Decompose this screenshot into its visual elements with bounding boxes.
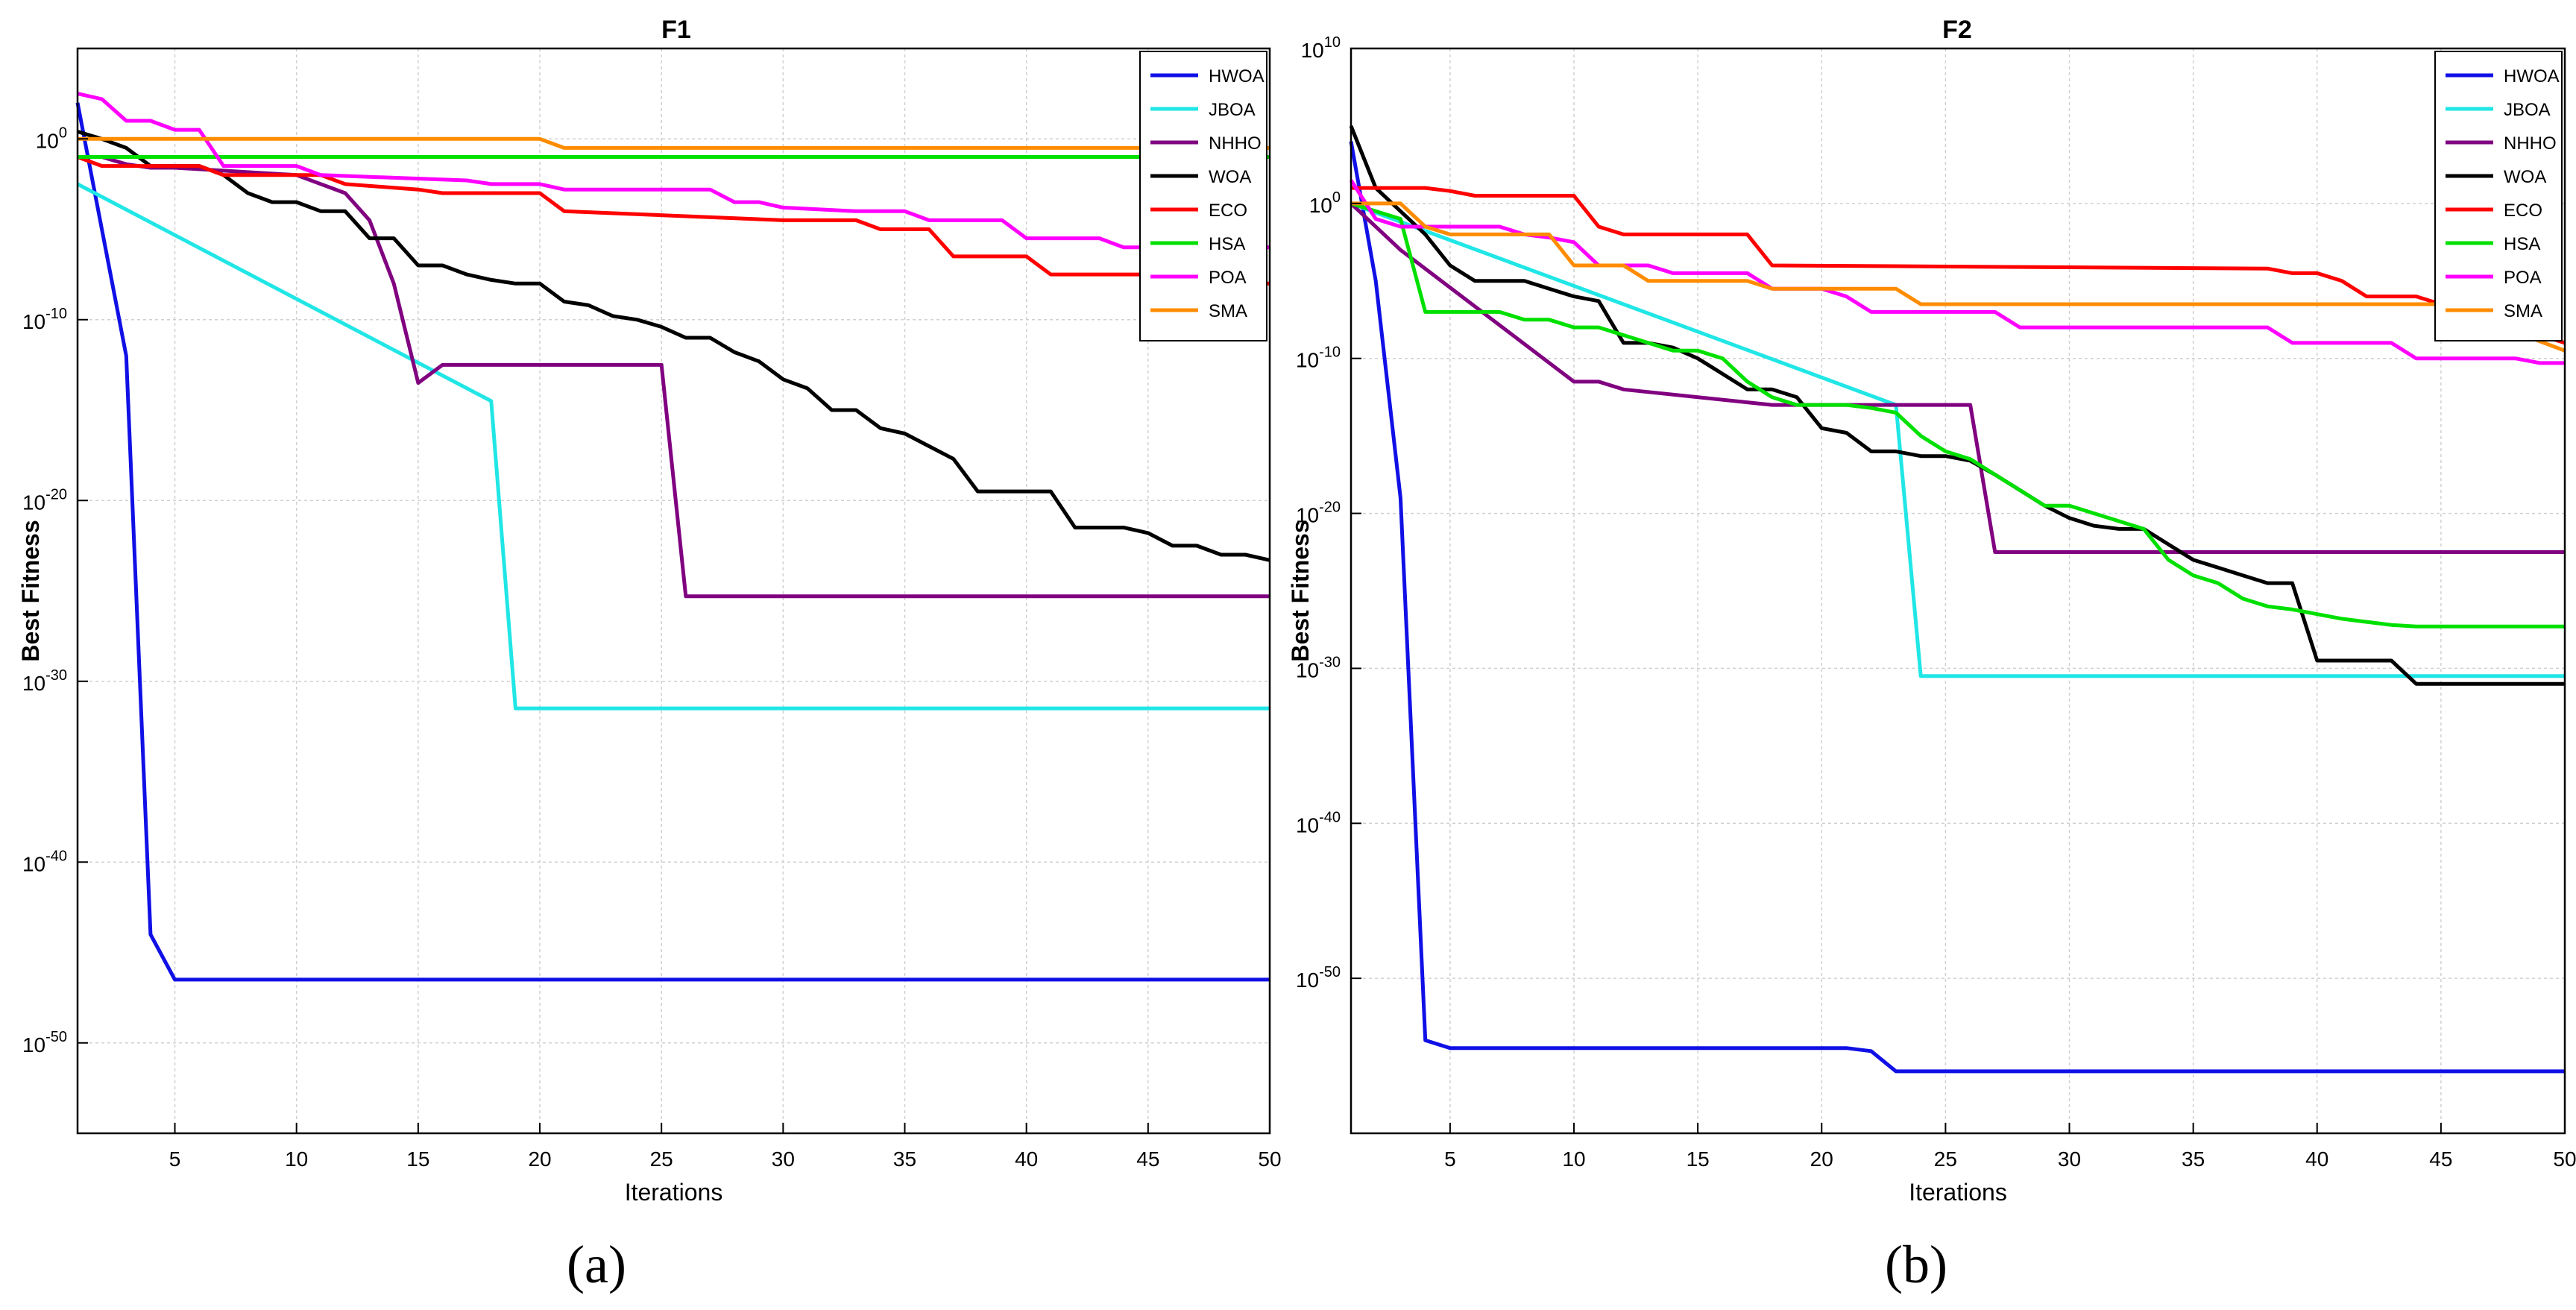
series-line-woa (1349, 125, 2565, 686)
x-tick-label: 35 (893, 1147, 916, 1171)
axes-box (1350, 47, 2566, 1135)
legend-label-eco: ECO (1209, 201, 1247, 221)
y-tick-label: 100 (36, 125, 67, 152)
x-tick-label: 15 (406, 1147, 429, 1171)
x-tick-label: 5 (1444, 1147, 1456, 1171)
series-line-jboa (1350, 201, 2565, 678)
x-tick-label: 10 (1562, 1147, 1585, 1171)
y-tick-label: 10-50 (1296, 964, 1341, 992)
caption-a: (a) (567, 1235, 626, 1294)
series-line-hsa (1350, 201, 2565, 629)
legend: HWOA JBOA NHHO WOA ECO HSA POA SMA (2434, 51, 2563, 341)
series-line-hwoa (1349, 141, 2565, 1074)
axes-box (76, 47, 1271, 1135)
legend: HWOA JBOA NHHO WOA ECO HSA POA SMA (1139, 51, 1267, 341)
x-tick-label: 50 (2553, 1147, 2576, 1171)
x-tick-label: 25 (650, 1147, 673, 1171)
x-tick-label: 35 (2182, 1147, 2205, 1171)
legend-label-hwoa: HWOA (1209, 66, 1265, 86)
series-line-woa (77, 130, 1270, 562)
series-line-eco (1351, 186, 2566, 345)
chart-title: F2 (1942, 16, 1972, 44)
y-tick-label: 10-20 (22, 486, 67, 514)
chart-panel-2: 5 10 15 20 25 30 35 40 45 50 1010 100 10-10 10-20 10-3… (1287, 16, 2576, 1206)
y-tick-label: 10-10 (1296, 344, 1341, 372)
series-line-jboa (76, 182, 1270, 711)
legend-label-woa: WOA (1209, 167, 1251, 187)
legend-label-jboa: JBOA (2504, 100, 2551, 120)
x-tick-label: 40 (1015, 1147, 1038, 1171)
y-axis-label: Best Fitness (17, 520, 44, 661)
legend-label-sma: SMA (2504, 301, 2542, 321)
x-tick-label: 25 (1934, 1147, 1957, 1171)
plot-area (1351, 48, 2565, 1133)
x-tick-label: 20 (528, 1147, 551, 1171)
legend-label-jboa: JBOA (1209, 100, 1256, 120)
legend-label-nhho: NHHO (2504, 133, 2557, 154)
legend-label-hsa: HSA (2504, 234, 2540, 254)
plot-area (78, 48, 1270, 1133)
series-line-nhho (1350, 202, 2565, 554)
series-line-sma (1351, 201, 2566, 353)
legend-label-sma: SMA (1209, 301, 1247, 321)
x-tick-label: 5 (169, 1147, 181, 1171)
x-tick-label: 45 (2429, 1147, 2452, 1171)
x-tick-label: 30 (772, 1147, 795, 1171)
legend-label-hsa: HSA (1209, 234, 1245, 254)
x-tick-label: 20 (1810, 1147, 1833, 1171)
chart-panel-1: 5 10 15 20 25 30 35 40 45 50 100 10-10 10-20 10-30 10-… (17, 16, 1282, 1206)
y-tick-label: 100 (1309, 189, 1341, 217)
y-tick-label: 10-40 (22, 848, 67, 875)
legend-label-nhho: NHHO (1209, 133, 1262, 154)
legend-label-woa: WOA (2504, 167, 2546, 187)
y-tick-label: 10-10 (22, 306, 67, 333)
legend-label-eco: ECO (2504, 201, 2542, 221)
y-axis-label: Best Fitness (1287, 520, 1314, 661)
x-tick-label: 30 (2058, 1147, 2081, 1171)
caption-b: (b) (1885, 1235, 1947, 1294)
legend-label-poa: POA (2504, 268, 2542, 288)
chart-title: F1 (661, 16, 691, 44)
legend-box (1139, 51, 1267, 341)
x-tick-label: 45 (1136, 1147, 1159, 1171)
y-tick-label: 10-50 (22, 1029, 67, 1056)
legend-label-hwoa: HWOA (2504, 66, 2560, 86)
series-line-hwoa (75, 102, 1270, 982)
y-tick-label: 1010 (1301, 34, 1341, 62)
x-tick-label: 50 (1258, 1147, 1281, 1171)
x-axis-label: Iterations (625, 1179, 723, 1206)
x-axis-label: Iterations (1909, 1179, 2007, 1206)
legend-box (2434, 51, 2563, 341)
y-tick-label: 10-20 (1296, 500, 1341, 527)
x-tick-label: 15 (1687, 1147, 1710, 1171)
series-line-poa (77, 92, 1270, 250)
x-tick-label: 40 (2305, 1147, 2328, 1171)
legend-label-poa: POA (1209, 268, 1247, 288)
series-line-eco (77, 155, 1270, 286)
y-tick-label: 10-30 (22, 667, 67, 695)
y-tick-label: 10-40 (1296, 809, 1341, 837)
x-tick-label: 10 (285, 1147, 308, 1171)
y-tick-label: 10-30 (1296, 654, 1341, 681)
